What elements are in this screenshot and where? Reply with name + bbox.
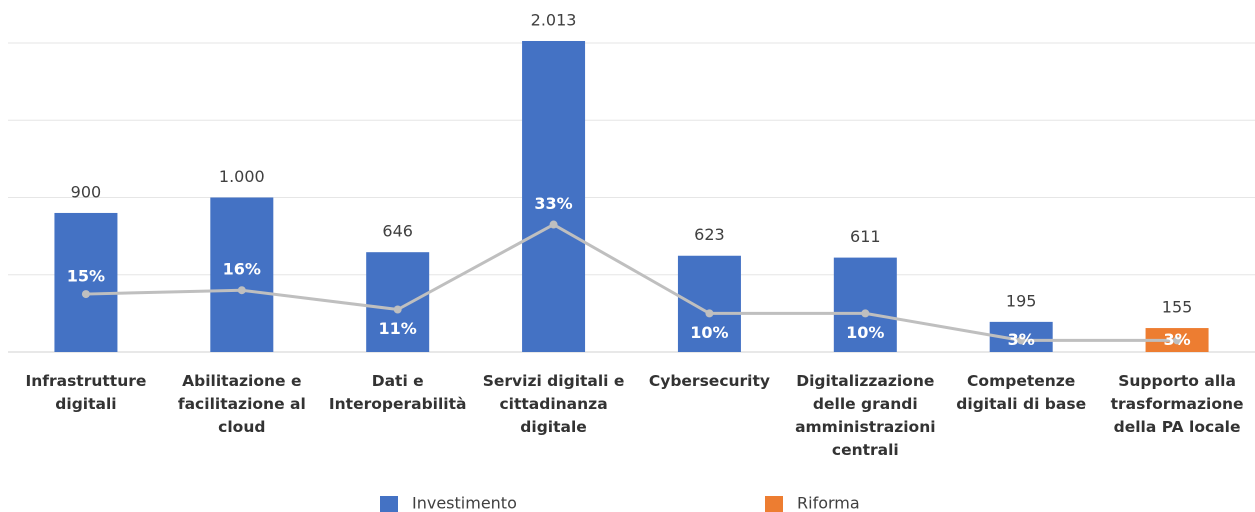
percent-label: 16% [223,260,261,279]
x-tick-label: Supporto alla trasformazione della PA lo… [1110,372,1244,436]
x-tick-label: Servizi digitali e cittadinanza digitale [482,372,625,436]
line-marker [393,305,402,314]
bar [833,257,897,352]
percent-label: 10% [846,323,884,342]
value-label: 1.000 [219,167,265,186]
value-label: 623 [694,225,725,244]
value-label: 611 [850,227,881,246]
bar [54,212,118,352]
value-label: 900 [71,182,102,201]
x-tick-label: Abilitazione e facilitazione al cloud [177,372,306,436]
percent-label: 33% [534,194,572,213]
line-marker [81,290,90,299]
bar [366,252,430,352]
value-label: 2.013 [531,10,577,29]
value-label: 195 [1006,291,1037,310]
line-marker [1173,336,1182,345]
bar [210,197,274,352]
x-tick-label: Infrastrutture digitali [25,372,147,413]
line-marker [237,286,246,295]
value-label: 155 [1162,298,1193,317]
legend-label: Riforma [797,494,860,512]
line-marker [705,309,714,318]
percent-label: 3% [1008,330,1035,349]
x-tick-label: Dati e Interoperabilità [328,372,467,413]
line [85,222,1178,342]
line-marker [549,220,558,229]
x-tick-label: Cybersecurity [648,372,771,390]
legend-swatch [765,496,783,512]
line-marker [861,309,870,318]
x-tick-label: Competenze digitali di base [956,372,1087,413]
percent-label: 11% [379,319,417,338]
line-marker [1017,336,1026,345]
percent-label: 3% [1163,330,1190,349]
bar [677,255,741,352]
value-label: 646 [382,222,413,241]
percent-label: 15% [67,267,105,286]
bar [522,40,586,352]
legend-swatch [380,496,398,512]
percent-label: 10% [690,323,728,342]
legend-label: Investimento [412,494,517,512]
x-tick-label: Digitalizzazione delle grandi amministra… [795,372,936,459]
